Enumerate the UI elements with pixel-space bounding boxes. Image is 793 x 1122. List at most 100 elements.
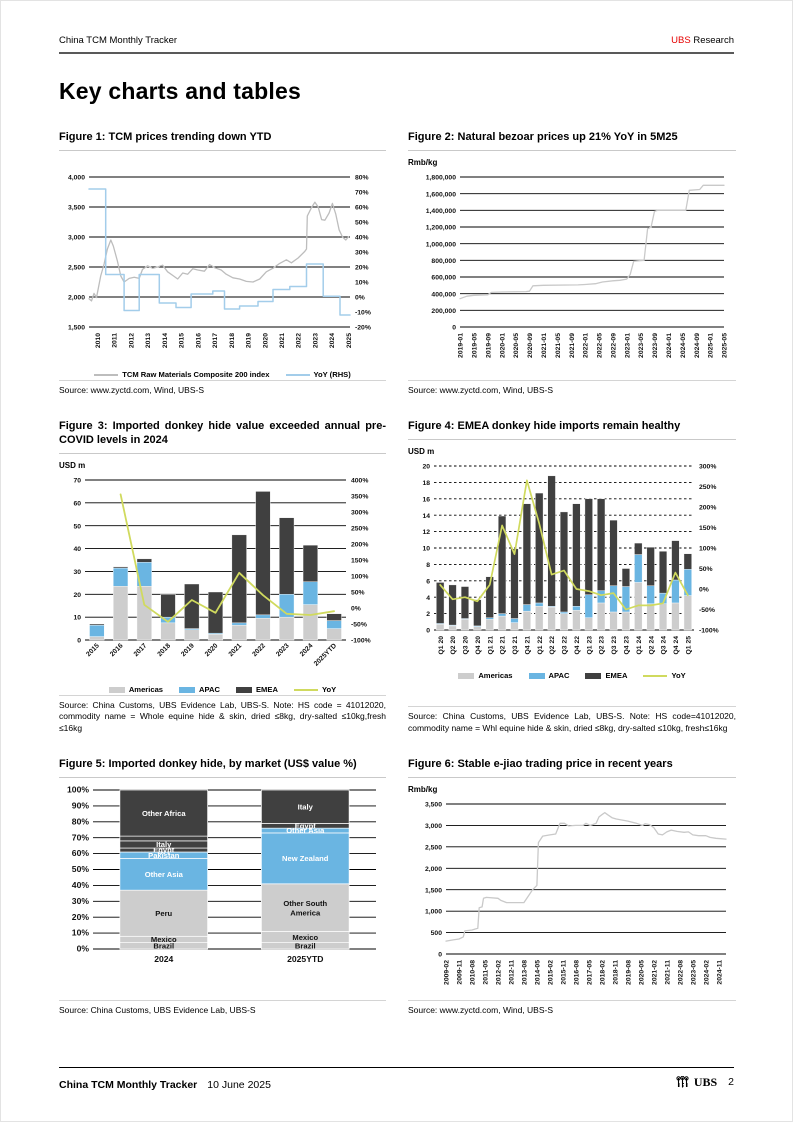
legend-swatch: [108, 686, 125, 693]
svg-text:10: 10: [73, 614, 81, 621]
svg-text:250%: 250%: [351, 525, 368, 532]
svg-text:0: 0: [438, 951, 442, 958]
svg-text:2,500: 2,500: [425, 844, 442, 851]
legend-item: TCM Raw Materials Composite 200 index: [94, 370, 270, 379]
svg-text:Q2 23: Q2 23: [599, 636, 606, 655]
figure-3: Figure 3: Imported donkey hide value exc…: [59, 420, 386, 734]
figure-3-chart: 70 60 50 40 30 20 10 0 400% 350% 300% 250% 200% 150% 1…: [73, 477, 370, 667]
svg-text:2019-05: 2019-05: [471, 333, 478, 358]
svg-text:2022: 2022: [251, 642, 267, 658]
svg-text:2024-01: 2024-01: [666, 333, 673, 358]
legend-item: APAC: [528, 671, 569, 680]
svg-text:2025YTD: 2025YTD: [313, 642, 338, 667]
svg-text:2017: 2017: [133, 642, 149, 658]
svg-text:30: 30: [73, 569, 81, 576]
legend-item: Americas: [458, 671, 513, 680]
legend-item: EMEA: [235, 685, 278, 694]
legend-swatch: [285, 373, 310, 376]
legend-label: YoY: [321, 685, 337, 695]
svg-text:Q1 21: Q1 21: [487, 636, 494, 655]
footer-ubs-wordmark: UBS: [693, 1074, 718, 1089]
figure-4: Figure 4: EMEA donkey hide imports remai…: [408, 420, 736, 734]
svg-text:2021: 2021: [228, 642, 244, 658]
svg-text:6: 6: [426, 578, 430, 585]
svg-text:Other Africa: Other Africa: [142, 809, 186, 818]
figure-5-chart: 100% 90% 80% 70% 60% 50% 40% 30% 20% 10% 0% 2024 202…: [67, 785, 376, 964]
svg-text:350%: 350%: [351, 493, 368, 500]
ubs-keys-logo-icon: [676, 1076, 689, 1088]
svg-text:0%: 0%: [351, 605, 361, 612]
page-title: Key charts and tables: [59, 78, 301, 104]
svg-text:60: 60: [73, 500, 81, 507]
svg-text:0%: 0%: [77, 943, 90, 953]
divider: [59, 149, 386, 151]
figure-4-title: Figure 4: EMEA donkey hide imports remai…: [408, 420, 681, 433]
divider: [408, 149, 736, 151]
svg-text:Q2 20: Q2 20: [450, 636, 457, 655]
svg-text:New Zealand: New Zealand: [282, 854, 329, 863]
svg-text:2019-08: 2019-08: [625, 960, 632, 985]
svg-text:Q4 21: Q4 21: [524, 636, 531, 655]
svg-text:400,000: 400,000: [431, 291, 456, 298]
figure-1-legend: TCM Raw Materials Composite 200 index YoY…: [59, 370, 386, 380]
svg-text:2023: 2023: [275, 642, 291, 658]
svg-text:2023: 2023: [312, 333, 319, 348]
figure-2-title: Figure 2: Natural bezoar prices up 21% Y…: [408, 131, 678, 143]
svg-text:2023-05: 2023-05: [690, 960, 697, 985]
svg-text:80%: 80%: [355, 174, 369, 181]
svg-text:2017-05: 2017-05: [586, 960, 593, 985]
svg-text:-50%: -50%: [351, 621, 367, 628]
svg-text:2021: 2021: [279, 333, 286, 348]
svg-text:2014: 2014: [162, 333, 169, 348]
legend-swatch: [643, 674, 668, 677]
footer-date: 10 June 2025: [207, 1079, 271, 1091]
svg-text:3,500: 3,500: [68, 204, 85, 211]
svg-text:2015: 2015: [179, 333, 186, 348]
svg-text:2024-05: 2024-05: [680, 333, 687, 358]
figure-6: Figure 6: Stable e-jiao trading price in…: [408, 758, 736, 1016]
svg-text:Other Asia: Other Asia: [145, 870, 184, 879]
figure-1-chart: 4,000 3,500 3,000 2,500 2,000 1,500 80% 70% 60% 5…: [68, 174, 371, 348]
svg-text:2009-02: 2009-02: [444, 960, 451, 985]
svg-text:50%: 50%: [355, 219, 369, 226]
legend-item: APAC: [179, 685, 220, 694]
svg-text:2021-11: 2021-11: [664, 960, 671, 985]
svg-text:Mexico: Mexico: [292, 933, 318, 942]
svg-text:30%: 30%: [355, 249, 369, 256]
svg-text:1,000: 1,000: [425, 909, 442, 916]
divider: [59, 999, 386, 1001]
svg-text:Q3 24: Q3 24: [661, 636, 668, 655]
figure-1-axis-unit: [59, 158, 386, 171]
svg-text:2015-02: 2015-02: [548, 960, 555, 985]
divider: [408, 999, 736, 1001]
svg-text:2012-11: 2012-11: [509, 960, 516, 985]
svg-text:2024: 2024: [299, 642, 315, 658]
svg-text:2013: 2013: [145, 333, 152, 348]
svg-text:300%: 300%: [351, 509, 368, 516]
legend-label: APAC: [199, 685, 220, 695]
svg-text:20: 20: [422, 464, 430, 471]
footer-left: China TCM Monthly Tracker 10 June 2025: [59, 1079, 271, 1091]
svg-text:8: 8: [426, 562, 430, 569]
svg-text:Q2 22: Q2 22: [549, 636, 556, 655]
svg-text:90%: 90%: [72, 800, 90, 810]
figure-3-title: Figure 3: Imported donkey hide value exc…: [59, 420, 386, 446]
svg-text:Q4 22: Q4 22: [574, 636, 581, 655]
figure-1: Figure 1: TCM prices trending down YTD 4…: [59, 131, 386, 396]
figure-3-legend: Americas APAC EMEA YoY: [59, 685, 386, 695]
svg-text:Brazil: Brazil: [153, 941, 174, 950]
svg-text:2023-01: 2023-01: [624, 333, 631, 358]
figure-4-source: Source: China Customs, UBS Evidence Lab,…: [408, 711, 736, 733]
svg-text:2011-05: 2011-05: [483, 960, 490, 985]
divider: [408, 706, 736, 708]
legend-swatch: [585, 672, 602, 679]
svg-text:1,000,000: 1,000,000: [426, 241, 456, 248]
svg-text:150%: 150%: [351, 557, 368, 564]
page-header: China TCM Monthly Tracker UBS Research: [59, 35, 734, 54]
legend-item: Americas: [108, 685, 163, 694]
svg-text:2,000: 2,000: [68, 294, 85, 301]
header-research-label: Research: [693, 35, 734, 46]
svg-text:2021-01: 2021-01: [541, 333, 548, 358]
svg-text:Q1 25: Q1 25: [685, 636, 692, 655]
